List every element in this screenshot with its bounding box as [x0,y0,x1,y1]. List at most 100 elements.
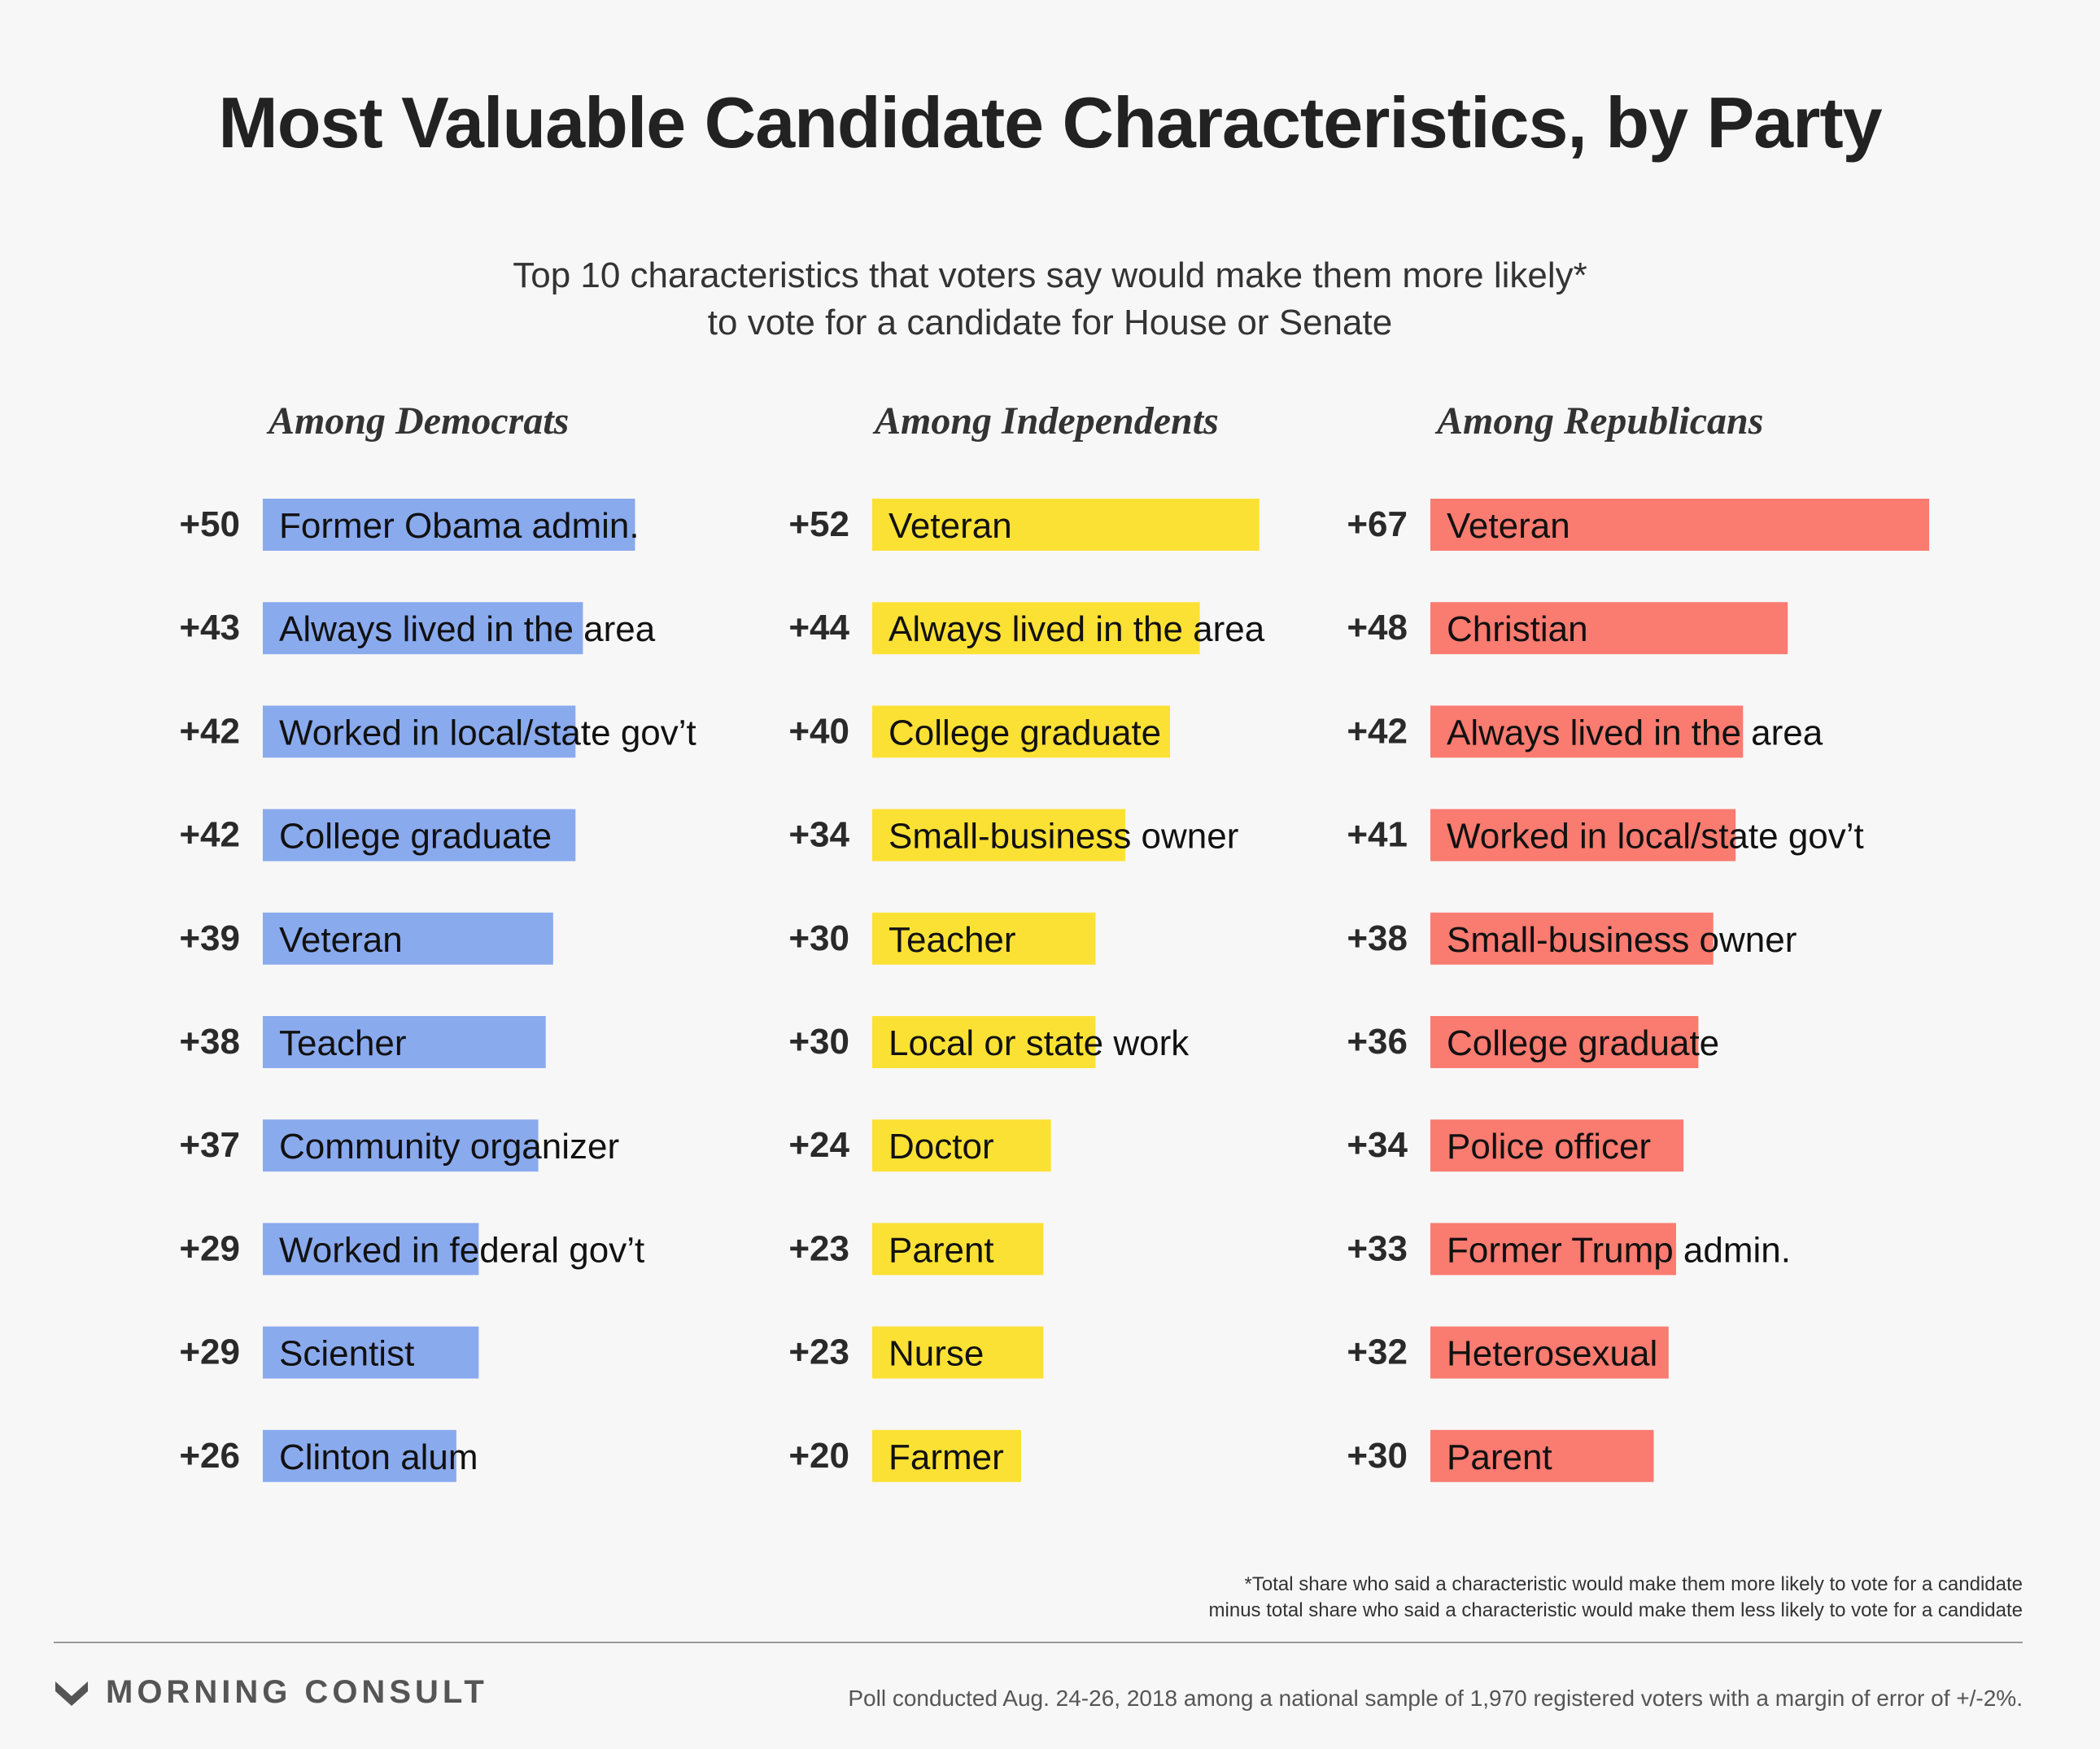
category-label-democrats-2: Always lived in the area [279,609,656,649]
subtitle-line-2: to vote for a candidate for House or Sen… [707,303,1393,342]
value-label-independents-5: +30 [788,918,849,958]
value-label-democrats-4: +42 [179,815,240,855]
value-label-democrats-5: +39 [179,918,240,958]
value-label-independents-6: +30 [788,1022,849,1062]
category-label-democrats-5: Veteran [279,920,403,960]
value-label-republicans-7: +34 [1347,1125,1408,1165]
category-label-independents-10: Farmer [888,1437,1004,1477]
bar-republicans-9 [1430,1326,1669,1379]
footnote: *Total share who said a characteristic w… [1209,1572,2023,1624]
bar-democrats-7 [263,1119,539,1172]
value-label-democrats-10: +26 [179,1436,240,1476]
bar-independents-10 [872,1429,1021,1482]
category-label-democrats-4: College graduate [279,817,552,857]
value-label-democrats-3: +42 [179,711,240,751]
source-note: Poll conducted Aug. 24-26, 2018 among a … [848,1686,2023,1711]
chart-subtitle: Top 10 characteristics that voters say w… [0,252,2100,347]
brand-name: MORNING CONSULT [106,1674,488,1710]
bar-independents-9 [872,1326,1044,1379]
category-label-democrats-10: Clinton alum [279,1437,478,1477]
value-label-democrats-6: +38 [179,1022,240,1062]
value-label-independents-2: +44 [788,608,849,648]
category-label-republicans-3: Always lived in the area [1447,713,1823,752]
value-label-independents-1: +52 [788,504,849,544]
value-label-democrats-7: +37 [179,1125,240,1165]
bar-democrats-9 [263,1326,479,1379]
category-label-independents-5: Teacher [888,920,1016,960]
value-label-democrats-1: +50 [179,504,240,544]
value-label-independents-4: +34 [788,815,849,855]
bar-republicans-1 [1430,499,1930,551]
bar-republicans-8 [1430,1223,1676,1276]
footnote-line-2: minus total share who said a characteris… [1208,1599,2023,1621]
subtitle-line-1: Top 10 characteristics that voters say w… [513,255,1587,295]
bar-republicans-6 [1430,1016,1699,1068]
morning-consult-logo-icon [55,1681,88,1706]
panel-democrats: +50 Former Obama admin. +43 Always lived in… [179,499,696,1482]
category-label-republicans-6: College graduate [1447,1023,1719,1063]
bar-democrats-10 [263,1429,456,1482]
category-label-independents-4: Small-business owner [888,817,1238,857]
value-label-republicans-10: +30 [1347,1436,1408,1476]
bar-republicans-2 [1430,602,1788,655]
category-label-democrats-3: Worked in local/state gov’t [279,713,696,752]
footnote-line-1: *Total share who said a characteristic w… [1244,1573,2023,1595]
value-label-independents-7: +24 [788,1125,849,1165]
panel-republicans: +67 Veteran +48 Christian +42 Always lived in… [1347,499,1930,1482]
category-label-republicans-4: Worked in local/state gov’t [1447,817,1864,857]
panel-title-democrats: Among Democrats [269,399,570,443]
panel-title-republicans: Among Republicans [1437,399,1764,443]
category-label-republicans-5: Small-business owner [1447,920,1797,960]
category-label-independents-8: Parent [888,1230,994,1270]
bar-republicans-10 [1430,1429,1654,1482]
panel-title-independents: Among Independents [875,399,1219,443]
category-label-republicans-8: Former Trump admin. [1447,1230,1791,1270]
category-label-republicans-2: Christian [1447,609,1588,649]
bar-independents-6 [872,1016,1096,1068]
bar-independents-4 [872,809,1126,861]
category-label-republicans-1: Veteran [1447,506,1570,546]
value-label-republicans-3: +42 [1347,711,1408,751]
category-label-independents-2: Always lived in the area [888,609,1265,649]
value-label-republicans-9: +32 [1347,1332,1408,1372]
value-label-republicans-1: +67 [1347,504,1408,544]
value-label-independents-10: +20 [788,1436,849,1476]
bar-democrats-2 [263,602,583,655]
value-label-republicans-2: +48 [1347,608,1408,648]
bar-democrats-8 [263,1223,479,1276]
bar-republicans-3 [1430,705,1744,758]
value-label-republicans-5: +38 [1347,918,1408,958]
category-label-independents-1: Veteran [888,506,1012,546]
bar-democrats-5 [263,912,553,965]
bar-republicans-7 [1430,1119,1684,1172]
bar-independents-5 [872,912,1096,965]
category-label-independents-7: Doctor [888,1127,994,1167]
panel-independents: +52 Veteran +44 Always lived in the area +40… [788,499,1265,1482]
value-label-republicans-4: +41 [1347,815,1408,855]
category-label-independents-6: Local or state work [888,1023,1190,1063]
value-label-democrats-9: +29 [179,1332,240,1372]
category-label-democrats-9: Scientist [279,1334,414,1374]
category-label-republicans-7: Police officer [1447,1127,1651,1167]
bar-republicans-4 [1430,809,1736,861]
bar-independents-1 [872,499,1260,551]
value-label-independents-3: +40 [788,711,849,751]
category-label-democrats-1: Former Obama admin. [279,506,640,546]
bar-independents-3 [872,705,1170,758]
category-label-independents-9: Nurse [888,1334,984,1374]
bar-independents-2 [872,602,1200,655]
category-label-republicans-10: Parent [1447,1437,1552,1477]
value-label-democrats-8: +29 [179,1228,240,1268]
value-label-independents-8: +23 [788,1228,849,1268]
category-label-democrats-7: Community organizer [279,1127,619,1167]
category-label-democrats-8: Worked in federal gov’t [279,1230,644,1270]
bar-democrats-6 [263,1016,546,1068]
value-label-democrats-2: +43 [179,608,240,648]
bar-independents-7 [872,1119,1051,1172]
bar-democrats-4 [263,809,576,861]
bar-independents-8 [872,1223,1044,1276]
category-label-independents-3: College graduate [888,713,1161,752]
bar-democrats-1 [263,499,635,551]
category-label-democrats-6: Teacher [279,1023,407,1063]
